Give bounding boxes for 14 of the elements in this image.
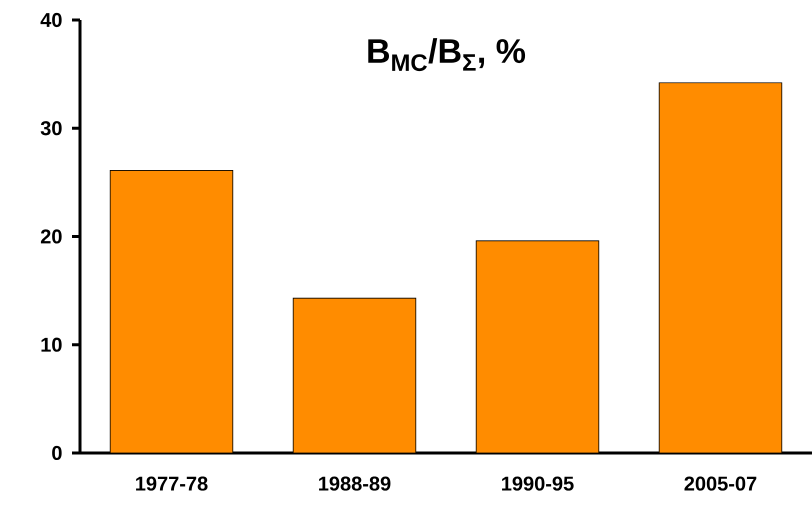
y-tick-label: 30 (40, 121, 62, 136)
y-tick-label: 20 (40, 229, 62, 244)
bar (476, 240, 600, 453)
x-tick-label: 1977-78 (136, 476, 208, 491)
x-tick-label: 1990-95 (502, 476, 574, 491)
y-tick-label: 0 (52, 446, 62, 460)
chart-title: B$_{MC}$/B$_{Σ}$, % (368, 38, 526, 72)
bar (658, 82, 782, 453)
x-tick-label: 1988-89 (319, 476, 390, 491)
bar (110, 170, 234, 453)
y-tick-label: 40 (40, 12, 62, 28)
x-tick-label: 2005-07 (684, 476, 756, 491)
y-tick-label: 10 (41, 338, 62, 352)
bar (292, 298, 416, 453)
